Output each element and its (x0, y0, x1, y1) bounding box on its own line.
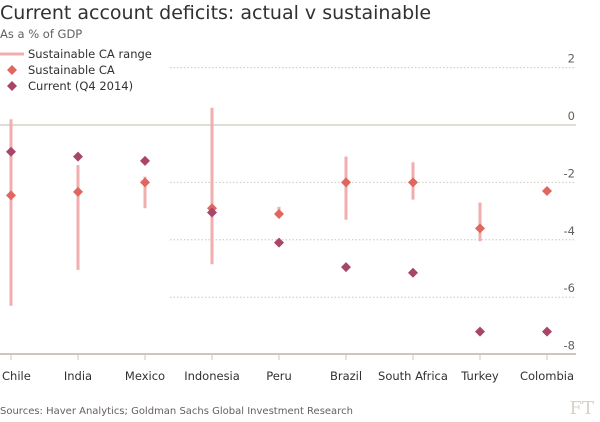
current-point (73, 151, 83, 162)
current-point (341, 262, 351, 273)
sustainable-point (408, 177, 418, 188)
legend-sustainable-swatch (7, 65, 17, 75)
sustainable-point (475, 223, 485, 234)
legend-range-label: Sustainable CA range (28, 47, 152, 61)
x-tick-label: Turkey (460, 369, 499, 383)
y-tick-label: -2 (564, 166, 575, 180)
legend-current-label: Current (Q4 2014) (28, 79, 133, 93)
current-point (207, 207, 217, 218)
x-tick-label: Mexico (125, 369, 165, 383)
source-note: Sources: Haver Analytics; Goldman Sachs … (0, 406, 353, 417)
x-tick-label: Chile (2, 369, 31, 383)
x-tick-label: South Africa (378, 369, 448, 383)
current-point (475, 326, 485, 337)
chart-title: Current account deficits: actual v susta… (0, 2, 432, 24)
current-point (408, 267, 418, 278)
current-point (6, 146, 16, 157)
current-point (274, 237, 284, 248)
chart-subtitle: As a % of GDP (0, 27, 83, 41)
y-tick-label: -8 (564, 339, 575, 353)
x-tick-label: Peru (266, 369, 292, 383)
x-tick-label: Brazil (330, 369, 362, 383)
x-tick-label: India (64, 369, 92, 383)
sustainable-point (6, 190, 16, 201)
sustainable-point (341, 177, 351, 188)
x-tick-label: Indonesia (184, 369, 240, 383)
chart-plot: 2 0 -2 -4 -6 -8 Chile India Mexico Indonesia Peru B… (0, 47, 576, 383)
x-tick-label: Colombia (520, 369, 574, 383)
y-tick-label: -6 (564, 281, 575, 295)
legend-sustainable-label: Sustainable CA (28, 63, 115, 77)
sustainable-point (140, 177, 150, 188)
sustainable-point (274, 208, 284, 219)
current-point (140, 155, 150, 166)
current-point (542, 326, 552, 337)
y-tick-label: -4 (564, 224, 575, 238)
y-tick-label: 2 (568, 52, 575, 66)
sustainable-point (73, 186, 83, 197)
sustainable-point (542, 186, 552, 197)
legend-current-swatch (7, 81, 17, 91)
y-tick-label: 0 (568, 109, 575, 123)
ft-logo: FT (569, 398, 595, 419)
